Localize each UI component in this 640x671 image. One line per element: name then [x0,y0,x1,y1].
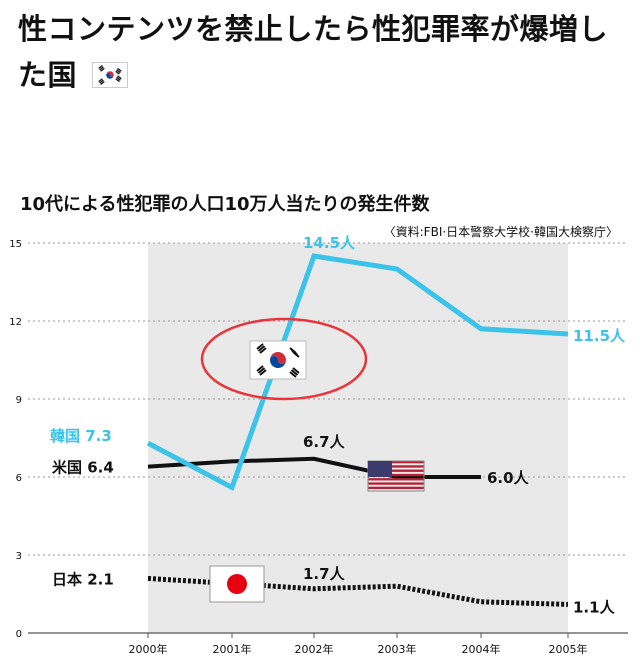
x-tick-label: 2004年 [462,642,501,656]
post-title-line-2: た国 [18,52,628,98]
y-tick-label: 15 [9,239,22,250]
flag-stripe [368,469,424,472]
x-tick-label: 2002年 [295,642,334,656]
chart-container: 10代による性犯罪の人口10万人当たりの発生件数 〈資料:FBI·日本警察大学校… [0,188,640,667]
us-flag-icon [367,460,425,492]
south-korea-flag-icon [91,62,128,88]
korea-end-label: 11.5人 [573,327,626,345]
x-tick-label: 2000年 [129,642,168,656]
x-tick-label: 2001年 [213,642,252,656]
flag-stripe [368,486,424,490]
chart-title: 10代による性犯罪の人口10万人当たりの発生件数 [20,193,431,215]
post-title-line-2-text: た国 [18,58,78,92]
flag-trigrams [256,343,300,378]
post-title-line-1: 性コンテンツを禁止したら性犯罪率が爆増し [18,12,609,46]
korea-series-line [146,253,569,491]
korea-peak-label: 14.5人 [303,234,356,252]
y-tick-label: 6 [16,473,22,484]
x-tick-label: 2003年 [378,642,417,656]
flag-stripe [368,465,424,468]
flag-stripe [368,473,424,477]
japan-end-label: 1.1人 [573,598,616,616]
flag-taeguk-red [270,352,286,364]
korea-start-label: 韓国 7.3 [50,427,112,445]
flag-stripe [368,461,424,464]
y-tick-label: 9 [16,395,22,406]
highlight-ellipse [200,317,368,401]
y-tick-label: 12 [9,317,22,328]
y-tick-label: 3 [16,551,22,562]
us-end-label: 6.0人 [487,469,530,487]
y-tick-label: 0 [16,629,22,640]
japan-peak-label: 1.7人 [303,565,346,583]
flag-taeguk-blue [270,356,286,368]
flag-stripe [368,482,424,485]
us-peak-label: 6.7人 [303,433,346,451]
us-start-label: 米国 6.4 [52,459,114,477]
flag-canton [368,461,392,477]
japan-start-label: 日本 2.1 [52,570,114,588]
chart: 10代による性犯罪の人口10万人当たりの発生件数 〈資料:FBI·日本警察大学校… [9,193,628,656]
post-title: 性コンテンツを禁止したら性犯罪率が爆増し た国 [18,6,628,98]
us-series-line [147,456,481,479]
flag-stripe [368,478,424,481]
japan-flag-icon [209,565,265,603]
x-tick-label: 2005年 [549,642,588,656]
flag-sun [227,574,247,594]
chart-source: 〈資料:FBI·日本警察大学校·韓国大検察庁〉 [384,224,618,239]
south-korea-flag-icon [249,340,307,380]
